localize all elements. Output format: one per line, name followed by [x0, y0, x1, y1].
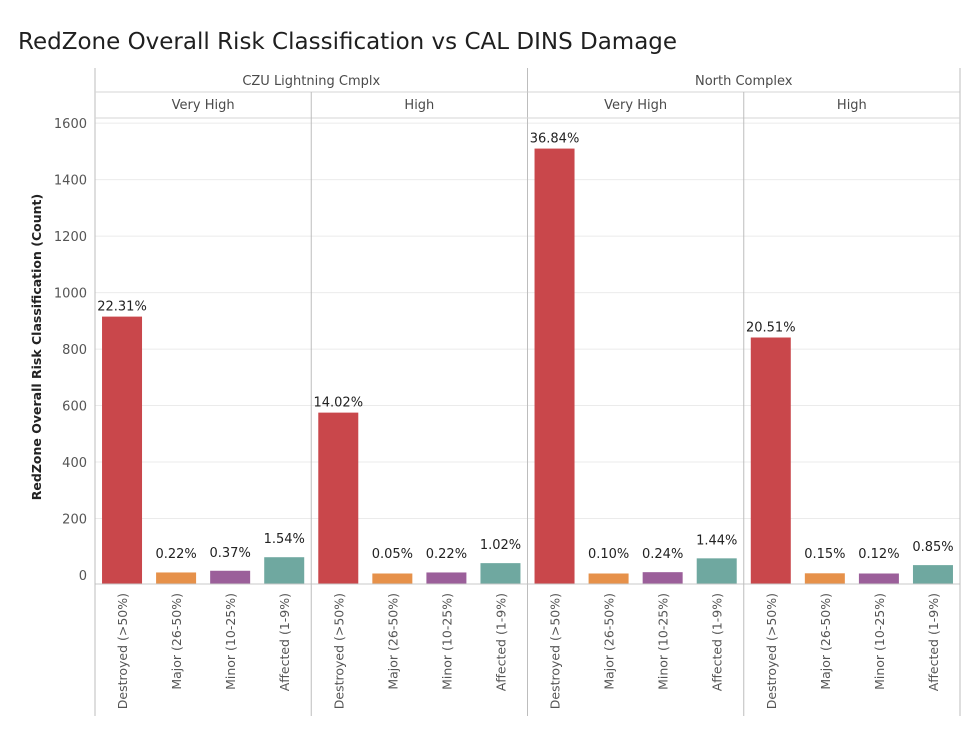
- bar-affected: [696, 558, 737, 584]
- data-label: 22.31%: [97, 300, 147, 315]
- data-label: 0.22%: [155, 547, 196, 562]
- x-tick-label: Affected (1-9%): [493, 593, 508, 691]
- risk-header: Very High: [604, 98, 667, 113]
- bar-destroyed: [534, 148, 575, 585]
- x-tick-label: Destroyed (>50%): [548, 593, 563, 709]
- data-label: 1.02%: [480, 538, 521, 553]
- y-tick-label: 800: [62, 343, 87, 358]
- x-tick-label: Destroyed (>50%): [115, 593, 130, 709]
- bar-minor: [858, 573, 899, 584]
- risk-header: High: [837, 98, 867, 113]
- bar-minor: [642, 572, 683, 584]
- data-label: 0.24%: [642, 547, 683, 562]
- x-tick-label: Minor (10-25%): [656, 593, 671, 690]
- data-label: 0.05%: [372, 547, 413, 562]
- chart-title: RedZone Overall Risk Classification vs C…: [18, 29, 677, 55]
- x-tick-label: Affected (1-9%): [926, 593, 941, 691]
- data-label: 14.02%: [313, 396, 363, 411]
- x-tick-label: Major (26-50%): [385, 593, 400, 690]
- data-label: 1.54%: [264, 532, 305, 547]
- bar-major: [804, 573, 845, 584]
- bar-affected: [264, 557, 305, 584]
- x-tick-label: Minor (10-25%): [223, 593, 238, 690]
- fire-header: North Complex: [695, 74, 793, 89]
- y-tick-label: 1200: [54, 230, 87, 245]
- y-tick-label: 0: [79, 569, 87, 584]
- bar-affected: [912, 565, 953, 584]
- bar-major: [588, 573, 629, 584]
- data-label: 0.22%: [426, 547, 467, 562]
- data-label: 20.51%: [746, 321, 796, 336]
- x-tick-label: Destroyed (>50%): [764, 593, 779, 709]
- bar-affected: [480, 563, 521, 584]
- bar-destroyed: [102, 316, 143, 584]
- x-tick-label: Destroyed (>50%): [331, 593, 346, 709]
- bar-destroyed: [750, 337, 791, 584]
- y-tick-label: 200: [62, 513, 87, 528]
- data-label: 0.37%: [210, 546, 251, 561]
- data-label: 0.15%: [804, 547, 845, 562]
- x-tick-label: Affected (1-9%): [277, 593, 292, 691]
- bar-minor: [426, 572, 467, 584]
- y-tick-label: 1600: [54, 117, 87, 132]
- y-tick-label: 600: [62, 400, 87, 415]
- x-tick-label: Minor (10-25%): [439, 593, 454, 690]
- bar-destroyed: [318, 412, 359, 584]
- x-tick-label: Major (26-50%): [169, 593, 184, 690]
- y-axis-label: RedZone Overall Risk Classification (Cou…: [29, 194, 44, 500]
- bar-major: [372, 573, 413, 584]
- data-label: 0.12%: [858, 547, 899, 562]
- bar-major: [156, 572, 197, 584]
- fire-header: CZU Lightning Cmplx: [242, 74, 380, 89]
- bar-minor: [210, 570, 251, 584]
- y-tick-label: 400: [62, 456, 87, 471]
- x-tick-label: Minor (10-25%): [872, 593, 887, 690]
- x-tick-label: Major (26-50%): [602, 593, 617, 690]
- y-tick-label: 1000: [54, 287, 87, 302]
- risk-header: High: [404, 98, 434, 113]
- x-tick-label: Affected (1-9%): [710, 593, 725, 691]
- data-label: 1.44%: [696, 533, 737, 548]
- data-label: 36.84%: [530, 132, 580, 147]
- risk-header: Very High: [172, 98, 235, 113]
- data-label: 0.10%: [588, 547, 629, 562]
- x-tick-label: Major (26-50%): [818, 593, 833, 690]
- data-label: 0.85%: [912, 540, 953, 555]
- y-tick-label: 1400: [54, 174, 87, 189]
